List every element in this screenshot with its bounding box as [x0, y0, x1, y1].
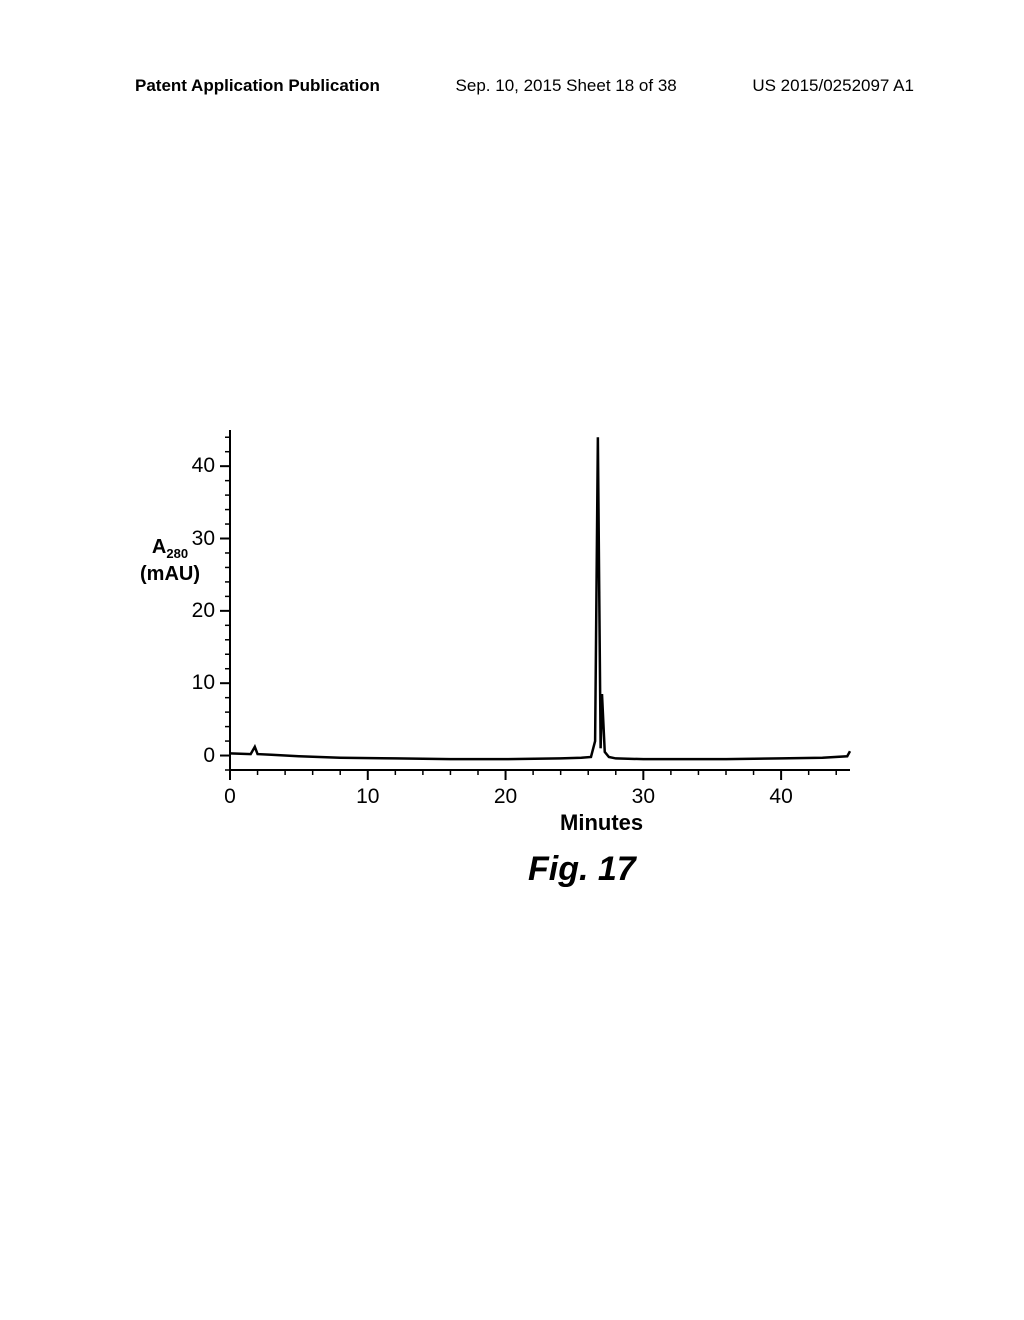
y-tick-label: 0 [175, 744, 215, 768]
y-tick-label: 30 [175, 527, 215, 551]
x-tick-label: 30 [628, 785, 658, 809]
x-tick-label: 40 [766, 785, 796, 809]
x-axis-label: Minutes [560, 810, 643, 836]
y-tick-label: 40 [175, 454, 215, 478]
header-publication-type: Patent Application Publication [135, 76, 380, 96]
x-tick-label: 10 [353, 785, 383, 809]
x-tick-label: 0 [215, 785, 245, 809]
chromatogram-chart: A280 (mAU) 010203040 010203040 Minutes F… [160, 420, 880, 840]
header-date-sheet: Sep. 10, 2015 Sheet 18 of 38 [456, 76, 677, 96]
figure-label: Fig. 17 [528, 850, 636, 889]
chart-svg [160, 420, 880, 840]
y-tick-label: 20 [175, 599, 215, 623]
page-header: Patent Application Publication Sep. 10, … [0, 76, 1024, 96]
x-tick-label: 20 [491, 785, 521, 809]
header-publication-number: US 2015/0252097 A1 [752, 76, 914, 96]
y-tick-label: 10 [175, 671, 215, 695]
